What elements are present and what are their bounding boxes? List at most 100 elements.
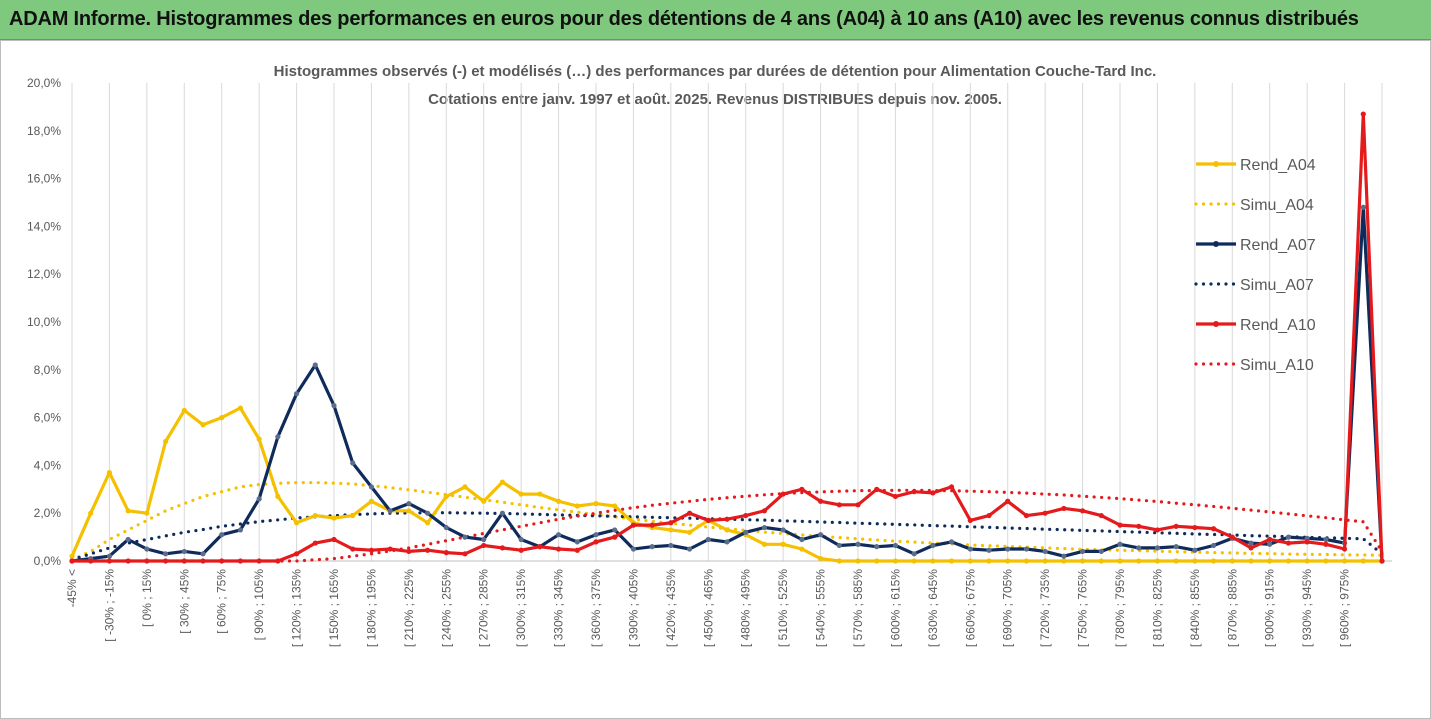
x-tick-label: [ 600% ; 615% xyxy=(888,569,902,647)
data-point xyxy=(1360,558,1366,564)
data-point xyxy=(88,558,94,564)
data-point xyxy=(1285,558,1292,564)
data-point xyxy=(1023,546,1030,552)
data-point xyxy=(1304,535,1310,541)
data-point xyxy=(724,527,730,533)
data-point xyxy=(219,415,225,421)
legend: Rend_A04 Simu_A04 Rend_A07 Simu_A07 Rend_A10… xyxy=(1194,157,1316,374)
data-point xyxy=(293,520,300,526)
data-point xyxy=(761,508,768,514)
data-point xyxy=(350,546,356,552)
data-point xyxy=(144,558,150,564)
data-point xyxy=(88,510,94,516)
data-point xyxy=(1136,558,1142,564)
data-point xyxy=(69,558,75,564)
data-point xyxy=(817,498,824,504)
y-tick-label: 2,0% xyxy=(34,506,62,520)
x-tick-label: [ 210% ; 225% xyxy=(402,569,416,647)
data-point xyxy=(761,541,768,547)
data-point xyxy=(125,536,131,543)
data-point xyxy=(1154,558,1161,564)
data-point xyxy=(686,510,693,516)
x-tick-label: [ 570% ; 585% xyxy=(851,569,865,647)
legend-marker xyxy=(1213,161,1219,167)
data-point xyxy=(1360,204,1366,210)
data-point xyxy=(350,460,356,466)
data-point xyxy=(668,542,674,549)
data-point xyxy=(930,558,936,564)
legend-marker xyxy=(1213,321,1219,327)
data-point xyxy=(1023,512,1030,519)
data-point xyxy=(387,546,393,552)
y-tick-label: 20,0% xyxy=(27,76,61,90)
data-point xyxy=(181,558,187,564)
data-point xyxy=(1173,558,1179,564)
x-tick-label: [ 510% ; 525% xyxy=(776,569,790,647)
data-point xyxy=(1285,540,1292,546)
data-point xyxy=(331,515,337,521)
data-point xyxy=(368,484,375,490)
data-point xyxy=(1173,544,1179,550)
data-point xyxy=(1154,527,1161,533)
data-point xyxy=(574,503,580,509)
data-point xyxy=(1323,536,1329,543)
y-tick-label: 10,0% xyxy=(27,315,61,329)
data-point xyxy=(424,520,431,526)
x-tick-label: [ 300% ; 315% xyxy=(514,569,528,647)
data-point xyxy=(1042,558,1048,564)
data-point xyxy=(743,512,749,519)
data-point xyxy=(331,536,337,543)
data-point xyxy=(481,542,487,549)
data-point xyxy=(780,541,786,547)
data-point xyxy=(743,529,749,535)
data-point xyxy=(1341,558,1348,564)
series-rend-a10 xyxy=(69,111,1385,564)
series-simu-a10 xyxy=(70,488,1384,563)
data-point xyxy=(686,546,693,552)
x-tick-label: [ 780% ; 795% xyxy=(1113,569,1127,647)
x-tick-label: [ 120% ; 135% xyxy=(290,569,304,647)
data-point xyxy=(275,558,281,564)
data-point xyxy=(1323,541,1329,547)
data-point xyxy=(574,547,580,553)
data-point xyxy=(443,493,449,500)
data-point xyxy=(125,508,131,514)
data-point xyxy=(1267,558,1273,564)
series-line-rend-a07 xyxy=(71,205,1384,563)
data-point xyxy=(1323,558,1329,564)
data-point xyxy=(911,489,917,495)
legend-label: Rend_A04 xyxy=(1240,157,1316,174)
x-tick-label: [ 240% ; 255% xyxy=(439,569,453,647)
data-point xyxy=(1042,548,1048,555)
data-point xyxy=(799,536,805,543)
data-point xyxy=(499,510,506,516)
legend-item-rend-a04: Rend_A04 xyxy=(1196,157,1316,174)
data-point xyxy=(518,491,524,497)
data-point xyxy=(406,508,412,514)
data-point xyxy=(761,524,768,531)
data-point xyxy=(1005,558,1011,564)
data-point xyxy=(724,539,730,545)
data-point xyxy=(555,498,562,504)
data-point xyxy=(649,544,655,550)
data-point xyxy=(462,551,468,557)
data-point xyxy=(948,484,955,490)
data-point xyxy=(481,498,487,504)
data-point xyxy=(874,544,880,550)
data-point xyxy=(1079,508,1086,514)
data-point xyxy=(1098,512,1104,519)
data-point xyxy=(237,527,244,533)
data-point xyxy=(256,496,262,502)
data-point xyxy=(817,556,824,562)
legend-item-simu-a07: Simu_A07 xyxy=(1194,277,1314,294)
x-tick-label: [ 150% ; 165% xyxy=(327,569,341,647)
data-point xyxy=(518,547,524,553)
data-point xyxy=(1229,558,1235,564)
data-point xyxy=(1192,524,1198,531)
y-tick-label: 8,0% xyxy=(34,363,62,377)
data-point xyxy=(612,527,618,533)
data-point xyxy=(1248,545,1254,551)
legend-label: Simu_A04 xyxy=(1240,197,1314,214)
data-point xyxy=(1210,558,1217,564)
